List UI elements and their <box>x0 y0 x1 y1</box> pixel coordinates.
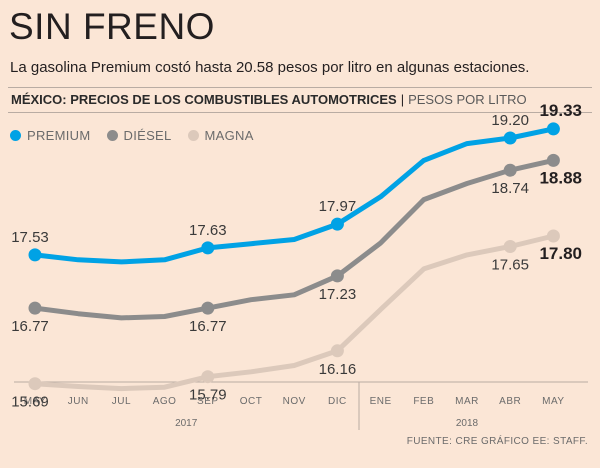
data-label: 17.80 <box>539 244 582 263</box>
chart-header-band <box>8 87 592 113</box>
x-tick-label: AGO <box>153 396 177 407</box>
data-point-marker <box>201 370 215 384</box>
year-label: 2017 <box>175 418 198 429</box>
data-label: 16.77 <box>11 318 49 335</box>
chart-header: MÉXICO: PRECIOS DE LOS COMBUSTIBLES AUTO… <box>11 92 527 107</box>
legend-label-magna: MAGNA <box>204 128 254 143</box>
x-tick-label: OCT <box>240 396 263 407</box>
series-line-premium <box>32 126 556 265</box>
year-label: 2018 <box>456 418 479 429</box>
header-main-label: MÉXICO: PRECIOS DE LOS COMBUSTIBLES AUTO… <box>11 92 397 107</box>
legend-label-premium: PREMIUM <box>27 128 91 143</box>
header-unit-label: PESOS POR LITRO <box>408 92 527 107</box>
data-label: 15.69 <box>11 394 49 411</box>
data-point-marker <box>546 153 560 167</box>
chart-legend: PREMIUM DIÉSEL MAGNA <box>10 128 270 143</box>
legend-label-diesel: DIÉSEL <box>123 128 172 143</box>
data-point-marker <box>28 301 42 315</box>
data-label: 17.65 <box>491 257 529 274</box>
data-point-marker <box>503 131 517 145</box>
x-tick-label: FEB <box>413 396 434 407</box>
chart-title: SIN FRENO <box>9 6 215 47</box>
data-point-marker <box>330 344 344 358</box>
data-point-marker <box>28 377 42 391</box>
data-label: 15.79 <box>189 387 227 404</box>
data-label: 16.16 <box>319 361 357 378</box>
x-tick-label: ABR <box>499 396 521 407</box>
data-label: 17.97 <box>319 198 357 215</box>
data-label: 18.74 <box>491 180 529 197</box>
data-point-marker <box>201 301 215 315</box>
data-label: 17.53 <box>11 229 49 246</box>
x-tick-label: MAR <box>455 396 479 407</box>
source-note: FUENTE: CRE GRÁFICO EE: STAFF. <box>406 436 588 447</box>
series-line-magna <box>32 233 556 392</box>
data-label: 18.88 <box>539 168 582 187</box>
data-label: 16.77 <box>189 318 227 335</box>
data-point-marker <box>546 229 560 243</box>
data-point-marker <box>546 122 560 136</box>
chart-subtitle: La gasolina Premium costó hasta 20.58 pe… <box>10 59 530 76</box>
legend-dot-premium <box>10 130 21 141</box>
x-tick-label: MAY <box>542 396 564 407</box>
x-tick-label: JUN <box>68 396 89 407</box>
data-point-marker <box>330 269 344 283</box>
x-tick-label: NOV <box>283 396 306 407</box>
data-point-marker <box>330 217 344 231</box>
x-tick-label: MAY <box>24 396 46 407</box>
data-label: 19.20 <box>491 112 529 129</box>
x-tick-label: SEP <box>197 396 219 407</box>
data-label: 17.63 <box>189 222 227 239</box>
data-label: 19.33 <box>539 101 582 120</box>
x-tick-label: ENE <box>370 396 392 407</box>
legend-item-premium: PREMIUM <box>10 128 91 143</box>
series-line-diésel <box>32 157 556 321</box>
legend-item-diesel: DIÉSEL <box>106 128 172 143</box>
x-tick-label: JUL <box>112 396 131 407</box>
legend-item-magna: MAGNA <box>187 128 254 143</box>
data-point-marker <box>503 240 517 253</box>
legend-dot-magna <box>187 130 199 141</box>
data-point-marker <box>201 241 215 255</box>
data-point-marker <box>503 163 517 177</box>
data-label: 17.23 <box>319 286 357 303</box>
header-separator: | <box>400 92 405 107</box>
data-point-marker <box>28 248 42 262</box>
x-tick-label: DIC <box>328 396 347 407</box>
legend-dot-diesel <box>106 130 118 141</box>
